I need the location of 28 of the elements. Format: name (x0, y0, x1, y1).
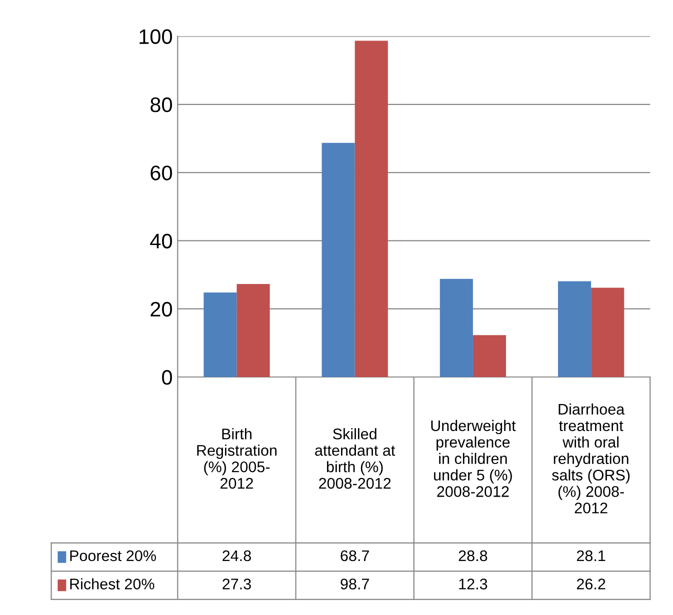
bar (558, 281, 592, 377)
data-label: 12.3 (459, 578, 488, 590)
bar (440, 278, 473, 377)
bar (236, 284, 270, 377)
bar (591, 288, 624, 377)
data-label: 98.7 (340, 578, 369, 590)
data-label: 24.8 (222, 550, 251, 562)
bar (472, 335, 506, 377)
x-tick-label: Birth Registration (%) 2005- 2012 (197, 428, 276, 489)
bar (354, 40, 388, 377)
legend-label: Poorest 20% (70, 550, 156, 562)
data-label: 26.2 (576, 578, 606, 590)
bar (204, 292, 237, 377)
y-tick-label: 40 (150, 234, 172, 248)
data-label: 27.3 (222, 578, 251, 590)
data-label: 28.1 (576, 550, 606, 562)
y-tick-label: 20 (150, 302, 172, 317)
y-tick-label: 60 (150, 166, 172, 180)
y-tick-label: 100 (140, 29, 172, 44)
x-tick-label: Skilled attendant at birth (%) 2008-2012 (315, 428, 396, 489)
y-tick-label: 80 (150, 97, 172, 112)
bar (322, 142, 355, 377)
y-tick-label: 0 (162, 370, 172, 385)
x-tick-label: Diarrhoea treatment with oral rehydration salts (ORS) (%) 2008- 2012 (552, 403, 630, 514)
data-label: 28.8 (458, 550, 488, 562)
x-tick-label: Underweight prevalence in children under 5 (%) 2008-2012 (431, 420, 516, 497)
data-label: 68.7 (340, 550, 369, 562)
legend-label: Richest 20% (70, 578, 154, 590)
